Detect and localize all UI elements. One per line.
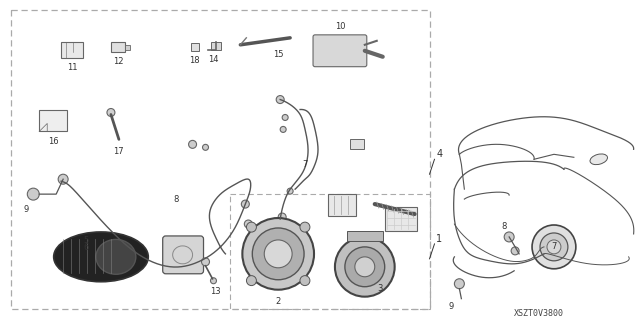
FancyBboxPatch shape (163, 236, 204, 274)
Text: 17: 17 (113, 147, 124, 156)
FancyBboxPatch shape (313, 35, 367, 67)
Circle shape (300, 276, 310, 286)
Circle shape (511, 247, 519, 255)
Circle shape (287, 188, 293, 194)
Circle shape (107, 108, 115, 116)
Circle shape (211, 278, 216, 284)
Circle shape (202, 258, 209, 266)
Circle shape (532, 225, 576, 269)
Circle shape (454, 279, 465, 289)
Text: 5: 5 (83, 236, 89, 245)
Circle shape (189, 140, 196, 148)
Text: 4: 4 (436, 149, 442, 159)
Bar (211, 42, 221, 50)
Text: 16: 16 (48, 137, 58, 146)
Circle shape (244, 220, 252, 228)
Bar (350, 139, 364, 149)
Circle shape (504, 232, 514, 242)
Circle shape (264, 240, 292, 268)
Circle shape (246, 276, 257, 286)
Bar (191, 43, 198, 51)
Circle shape (345, 247, 385, 287)
Bar (111, 42, 125, 52)
Text: 9: 9 (24, 204, 29, 213)
Bar (347, 231, 383, 241)
Circle shape (547, 240, 561, 254)
Bar (230, 194, 429, 308)
Text: 14: 14 (208, 55, 219, 64)
Bar (61, 42, 83, 58)
Circle shape (540, 233, 568, 261)
Ellipse shape (54, 232, 148, 282)
Text: 6: 6 (83, 243, 89, 252)
Circle shape (252, 228, 304, 280)
Bar (385, 207, 417, 231)
Circle shape (246, 222, 257, 232)
Text: XSZT0V3800: XSZT0V3800 (514, 309, 564, 318)
Circle shape (58, 174, 68, 184)
Text: 1: 1 (436, 234, 442, 244)
Circle shape (282, 115, 288, 121)
Text: 2: 2 (276, 297, 281, 306)
Text: 3: 3 (377, 284, 383, 293)
Circle shape (243, 218, 314, 290)
Circle shape (355, 257, 375, 277)
Circle shape (241, 200, 250, 208)
Bar (328, 194, 356, 216)
Text: 7: 7 (551, 242, 557, 251)
Bar (39, 109, 67, 131)
Text: 13: 13 (210, 287, 221, 296)
Text: 8: 8 (502, 222, 507, 232)
Circle shape (278, 213, 286, 221)
Text: 15: 15 (273, 50, 284, 59)
Circle shape (28, 188, 39, 200)
Text: 11: 11 (67, 63, 77, 72)
Text: 18: 18 (189, 56, 200, 65)
Text: 8: 8 (173, 195, 179, 204)
Text: 12: 12 (113, 57, 123, 66)
Circle shape (335, 237, 395, 297)
Ellipse shape (590, 154, 607, 165)
Text: 7: 7 (302, 160, 308, 169)
Bar (12, 10, 429, 308)
Circle shape (280, 126, 286, 132)
Circle shape (300, 222, 310, 232)
Circle shape (202, 145, 209, 150)
Circle shape (276, 96, 284, 104)
Ellipse shape (96, 240, 136, 274)
Text: 9: 9 (449, 302, 454, 311)
Bar (125, 45, 130, 50)
Text: 10: 10 (335, 22, 345, 31)
